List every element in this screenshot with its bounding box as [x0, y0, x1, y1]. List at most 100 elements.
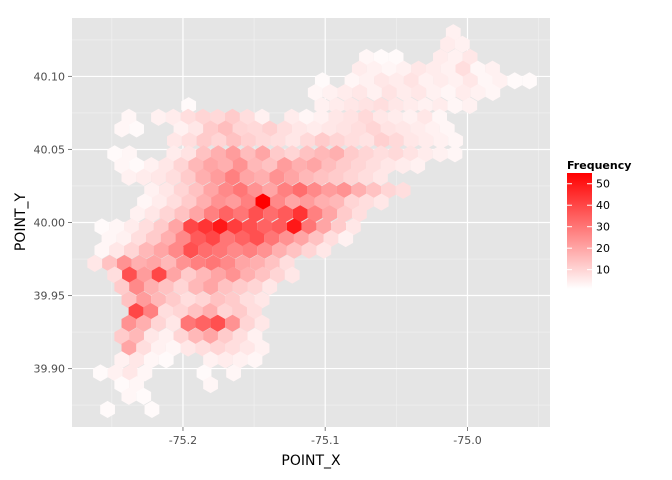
- hex-cell: [316, 241, 332, 259]
- hex-cell: [441, 83, 456, 102]
- hex-cell: [455, 83, 471, 102]
- legend-tick-label: 10: [596, 264, 610, 277]
- hex-cell: [114, 156, 130, 175]
- hex-cell: [254, 339, 270, 357]
- hex-cell: [462, 97, 478, 115]
- hex-cell: [226, 132, 242, 150]
- hex-cell: [331, 218, 346, 236]
- y-tick-label: 40.00: [34, 217, 66, 230]
- hex-cell: [426, 83, 442, 102]
- hex-cell: [272, 218, 287, 236]
- hex-cell: [411, 83, 427, 102]
- hex-cell: [210, 314, 226, 332]
- hex-cell: [196, 364, 212, 382]
- hex-cell: [306, 156, 322, 175]
- hex-cell: [114, 120, 130, 138]
- hex-cell: [107, 266, 123, 284]
- y-tick-label: 40.05: [34, 143, 66, 156]
- hex-cell: [217, 327, 233, 345]
- hex-cell: [313, 108, 329, 126]
- hex-cell: [196, 145, 211, 163]
- hex-cell: [323, 230, 339, 248]
- hex-cell: [166, 145, 182, 163]
- hex-cell: [188, 181, 204, 199]
- hex-cell: [227, 218, 243, 236]
- hex-cell: [165, 108, 181, 126]
- hex-cell: [388, 72, 404, 90]
- hex-cell: [151, 108, 166, 126]
- hex-cell: [359, 193, 374, 211]
- hex-cell: [270, 132, 286, 150]
- hex-cell: [225, 314, 240, 332]
- hex-cell: [307, 205, 323, 223]
- hex-cell: [337, 83, 353, 102]
- hex-cell: [195, 314, 211, 332]
- hex-cell: [173, 327, 189, 345]
- hex-cell: [359, 132, 375, 150]
- hex-cell: [153, 241, 169, 259]
- hex-cell: [507, 72, 523, 90]
- hex-cell: [277, 156, 292, 175]
- hex-cell: [232, 120, 248, 138]
- y-axis-title: POINT_Y: [13, 192, 29, 251]
- hex-cell: [262, 120, 278, 138]
- hex-cell: [153, 218, 169, 236]
- hex-cell: [257, 241, 273, 259]
- hex-cell: [210, 266, 226, 284]
- hex-cell: [373, 168, 388, 186]
- hex-cell: [151, 266, 167, 284]
- hex-cell: [225, 266, 241, 284]
- hex-cell: [239, 339, 255, 357]
- hex-cell: [447, 48, 463, 66]
- hex-cell: [109, 241, 125, 259]
- hex-cell: [143, 278, 159, 296]
- hex-cell: [351, 60, 367, 78]
- hex-cell: [138, 218, 154, 236]
- hex-cell: [166, 193, 182, 211]
- hex-cell: [448, 72, 463, 90]
- hex-cell: [433, 48, 448, 66]
- hex-cell: [129, 327, 144, 345]
- hex-cell: [254, 168, 270, 186]
- hex-cell: [212, 218, 228, 236]
- hex-cell: [247, 156, 263, 175]
- hex-cell: [380, 156, 396, 175]
- hex-cell: [380, 120, 396, 138]
- hex-cell: [367, 83, 382, 102]
- hex-cell: [129, 376, 144, 394]
- hex-cell: [254, 291, 270, 309]
- hex-cell: [198, 218, 213, 236]
- hex-cell: [336, 120, 352, 138]
- hex-cell: [351, 120, 366, 138]
- hex-cell: [255, 145, 271, 163]
- x-tick-label: -75.0: [453, 434, 481, 447]
- hex-cell: [181, 193, 197, 211]
- hex-cell: [387, 108, 403, 126]
- hex-cell: [196, 132, 212, 150]
- hex-cell: [107, 145, 123, 163]
- hex-cell: [395, 156, 411, 175]
- hex-cell: [454, 35, 470, 53]
- hex-cell: [381, 83, 397, 102]
- hex-cell: [225, 193, 241, 211]
- hex-cell: [174, 205, 190, 223]
- hex-cell: [109, 218, 125, 236]
- hex-cell: [144, 181, 160, 199]
- hex-cell: [210, 339, 226, 357]
- legend-tick-label: 30: [596, 221, 610, 234]
- hex-cell: [418, 132, 434, 150]
- hex-cell: [286, 218, 302, 236]
- hex-cell: [255, 193, 271, 211]
- hex-cell: [359, 72, 375, 90]
- hex-cell: [262, 181, 278, 199]
- hex-cell: [210, 168, 226, 186]
- hex-cell: [432, 108, 447, 126]
- hex-cell: [277, 120, 292, 138]
- hex-cell: [270, 145, 285, 163]
- hex-cell: [180, 168, 196, 186]
- hex-cell: [151, 193, 167, 211]
- hex-cell: [291, 156, 307, 175]
- hex-cell: [217, 351, 233, 369]
- hex-cell: [121, 168, 137, 186]
- hex-cell: [160, 230, 176, 248]
